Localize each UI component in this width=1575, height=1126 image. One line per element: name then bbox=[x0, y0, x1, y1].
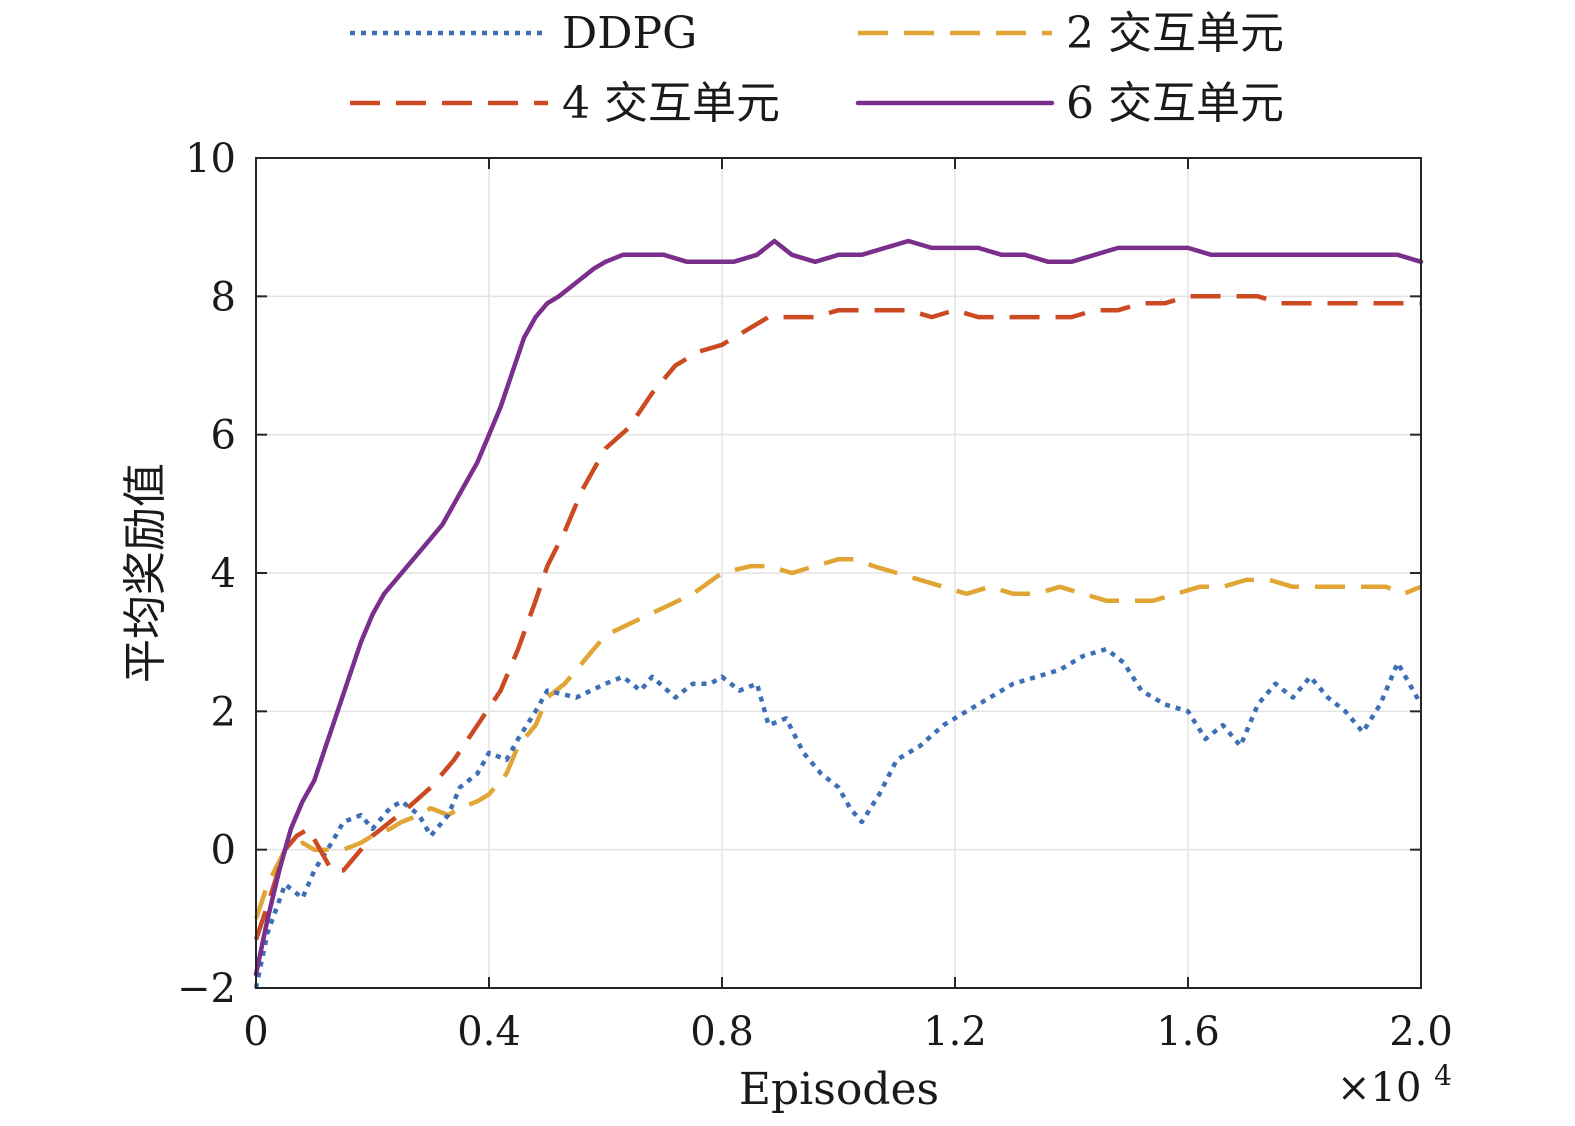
y-tick-label: 10 bbox=[185, 136, 236, 182]
series-line-4 bbox=[253, 238, 1424, 977]
legend-label-4: 6 交互单元 bbox=[1066, 78, 1284, 129]
y-tick-labels: −2 0 2 4 6 8 10 bbox=[177, 136, 236, 1012]
y-axis-title: 平均奖励值 bbox=[120, 463, 171, 683]
x-axis-multiplier-base: ×10 bbox=[1337, 1065, 1421, 1111]
x-tick-label: 1.2 bbox=[923, 1009, 987, 1055]
x-tick-label: 0 bbox=[243, 1009, 268, 1055]
y-tick-label: 4 bbox=[211, 551, 236, 597]
legend-label-3: 4 交互单元 bbox=[562, 78, 780, 129]
y-tick-label: 0 bbox=[211, 828, 236, 874]
tick-marks bbox=[255, 157, 1422, 989]
legend: DDPG 2 交互单元 4 交互单元 6 交互单元 bbox=[350, 8, 1284, 129]
y-tick-label: 8 bbox=[211, 274, 236, 320]
grid bbox=[256, 158, 1421, 988]
legend-label-1: DDPG bbox=[562, 8, 697, 59]
x-axis-title: Episodes bbox=[739, 1064, 939, 1115]
x-tick-label: 0.4 bbox=[457, 1009, 521, 1055]
x-axis-multiplier: ×10 4 bbox=[1337, 1059, 1452, 1112]
y-tick-label: 6 bbox=[211, 413, 236, 459]
legend-label-2: 2 交互单元 bbox=[1066, 8, 1284, 59]
series-line-3 bbox=[253, 294, 1421, 941]
y-tick-label: −2 bbox=[177, 966, 236, 1012]
series-layer bbox=[253, 238, 1424, 989]
x-tick-label: 0.8 bbox=[690, 1009, 754, 1055]
x-axis-multiplier-exponent: 4 bbox=[1434, 1059, 1452, 1092]
x-tick-label: 1.6 bbox=[1156, 1009, 1220, 1055]
y-tick-label: 2 bbox=[211, 689, 236, 735]
x-tick-label: 2.0 bbox=[1389, 1009, 1453, 1055]
x-tick-labels: 0 0.4 0.8 1.2 1.6 2.0 bbox=[243, 1009, 1453, 1055]
series-line-2 bbox=[253, 556, 1422, 920]
series-line-1 bbox=[253, 646, 1423, 989]
